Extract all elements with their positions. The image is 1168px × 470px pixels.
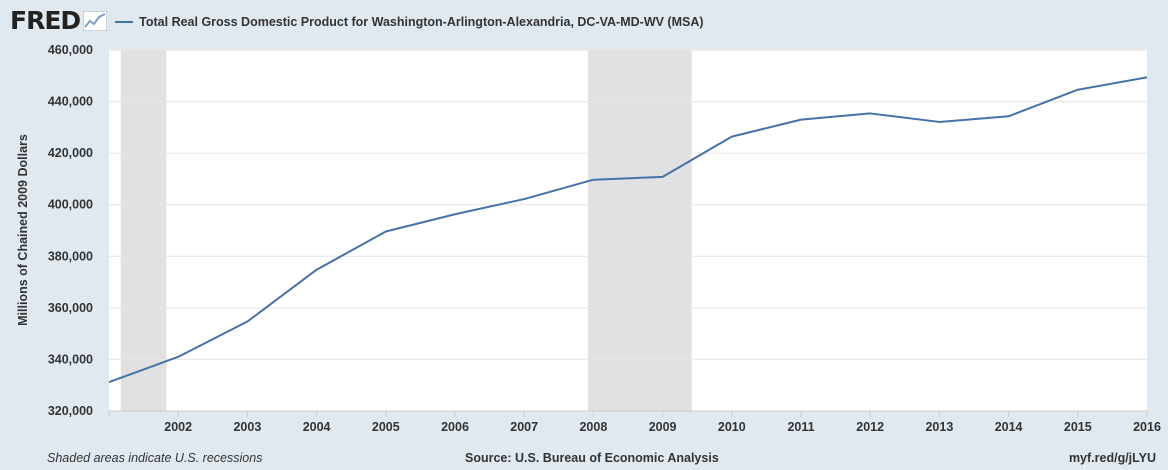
y-tick-label: 340,000 [48,352,93,366]
fred-logo[interactable]: FRED [10,5,81,35]
recession-note: Shaded areas indicate U.S. recessions [47,451,263,465]
y-axis-ticks: 320,000 340,000 360,000 380,000 400,000 420,0… [48,43,93,418]
y-axis-label: Millions of Chained 2009 Dollars [16,134,30,326]
data-point[interactable] [1006,114,1011,119]
y-tick-label: 380,000 [48,249,93,263]
legend-line-swatch [115,21,134,23]
series-line-1[interactable] [108,76,1148,384]
y-tick-label: 320,000 [48,404,93,418]
data-point[interactable] [868,111,873,116]
data-point[interactable] [314,267,319,272]
series-lines [107,75,1150,385]
y-tick-label: 400,000 [48,198,93,212]
data-point[interactable] [799,117,804,122]
data-point[interactable] [522,197,527,202]
x-tick-label: 2004 [303,420,331,434]
x-tick-label: 2013 [925,420,953,434]
legend: Total Real Gross Domestic Product for Wa… [115,15,704,29]
x-axis-ticks: 2002 2003 2004 2005 2006 2007 2008 2009 2010 2011… [108,410,1161,434]
y-tick-label: 420,000 [48,146,93,160]
data-point[interactable] [1145,75,1150,80]
data-point[interactable] [245,319,250,324]
fred-graph-icon [83,11,108,31]
x-tick-label: 2006 [441,420,469,434]
recession-bands [120,50,692,411]
data-point[interactable] [383,229,388,234]
data-point[interactable] [453,212,458,217]
data-point[interactable] [1075,87,1080,92]
short-link[interactable]: myf.red/g/jLYU [1068,451,1156,465]
data-point[interactable] [591,177,596,182]
x-tick-label: 2009 [649,420,677,434]
x-tick-label: 2015 [1064,420,1092,434]
x-tick-label: 2014 [995,420,1023,434]
data-point[interactable] [176,354,181,359]
data-point[interactable] [729,134,734,139]
y-tick-label: 440,000 [48,95,93,109]
legend-label: Total Real Gross Domestic Product for Wa… [139,15,704,29]
data-point[interactable] [107,380,112,385]
x-tick-label: 2010 [718,420,746,434]
x-tick-label: 2003 [233,420,261,434]
x-tick-label: 2002 [164,420,192,434]
x-tick-label: 2011 [787,420,814,434]
x-tick-label: 2005 [372,420,400,434]
x-tick-label: 2012 [856,420,884,434]
y-tick-label: 460,000 [48,43,93,57]
recession-band-1 [120,50,167,411]
x-tick-label: 2008 [579,420,607,434]
source-note: Source: U.S. Bureau of Economic Analysis [465,451,719,465]
x-tick-label: 2007 [510,420,538,434]
y-tick-label: 360,000 [48,301,93,315]
data-point[interactable] [660,174,665,179]
data-point[interactable] [937,119,942,124]
recession-band-2 [587,50,692,411]
chart-header: FRED Total Real Gross Domestic Product f… [10,6,704,34]
x-tick-label: 2016 [1133,420,1161,434]
